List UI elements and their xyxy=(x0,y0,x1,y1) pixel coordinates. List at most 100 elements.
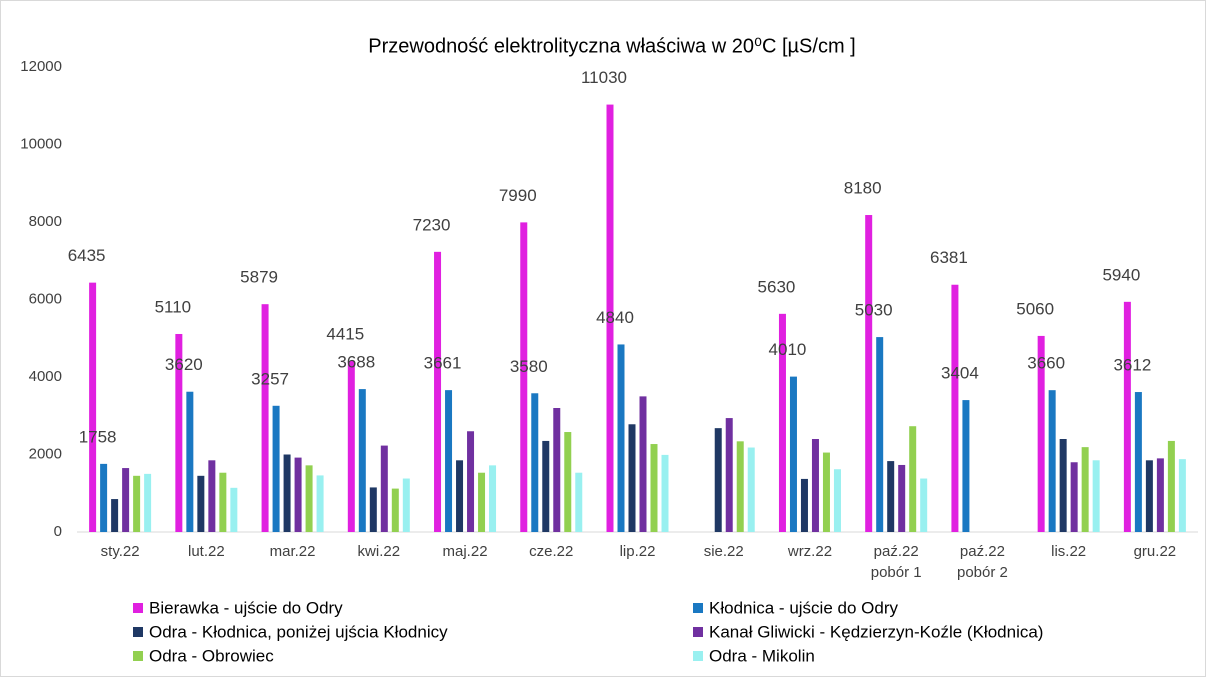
data-label: 3688 xyxy=(337,353,375,372)
data-label: 6435 xyxy=(68,246,106,265)
data-label: 5630 xyxy=(758,277,796,296)
x-tick-label: lip.22 xyxy=(619,543,656,560)
data-label: 5030 xyxy=(855,301,893,320)
bar xyxy=(789,376,797,532)
x-tick-label: gru.22 xyxy=(1133,543,1177,560)
x-tick-label: paź.22 pobór 2 xyxy=(956,543,1008,581)
data-label: 5110 xyxy=(155,297,192,316)
bar xyxy=(272,405,280,532)
legend-label: Kanał Gliwicki - Kędzierzyn-Koźle (Kłodn… xyxy=(709,622,1043,641)
bar xyxy=(520,222,528,532)
bar xyxy=(456,460,464,532)
legend-swatch xyxy=(133,603,143,613)
bar xyxy=(445,390,453,532)
chart-title: Przewodność elektrolityczna właściwa w 2… xyxy=(368,35,855,57)
bar xyxy=(208,460,216,532)
bar xyxy=(564,432,572,532)
bar xyxy=(800,478,808,532)
bar xyxy=(553,408,561,532)
bar xyxy=(186,391,194,532)
bar xyxy=(865,215,873,532)
data-label: 3620 xyxy=(165,355,203,374)
legend-swatch xyxy=(693,627,703,637)
legend-swatch xyxy=(133,627,143,637)
data-label: 8180 xyxy=(844,179,882,198)
data-label: 5060 xyxy=(1016,299,1054,318)
data-label: 3661 xyxy=(424,354,462,373)
x-tick-label: paź.22 pobór 1 xyxy=(870,543,922,581)
legend-swatch xyxy=(693,651,703,661)
data-label: 7230 xyxy=(413,215,451,234)
data-label: 7990 xyxy=(499,186,537,205)
bar xyxy=(489,465,497,532)
bar xyxy=(531,393,539,532)
data-label: 1758 xyxy=(79,427,117,446)
bar xyxy=(391,488,399,532)
bar xyxy=(434,251,442,532)
bar xyxy=(478,472,486,532)
bar xyxy=(144,473,152,532)
x-tick-label: sie.22 xyxy=(703,543,744,560)
bar xyxy=(402,478,410,532)
bar xyxy=(347,360,355,532)
data-label: 3257 xyxy=(251,369,289,388)
bar xyxy=(261,304,269,532)
legend-swatch xyxy=(693,603,703,613)
legend-label: Bierawka - ujście do Odry xyxy=(149,598,343,617)
bar xyxy=(736,441,744,532)
data-label: 5940 xyxy=(1102,265,1140,284)
bar xyxy=(175,333,183,532)
data-label: 3612 xyxy=(1113,356,1151,375)
bar xyxy=(133,475,141,532)
bar xyxy=(380,445,388,532)
bar xyxy=(1167,440,1175,532)
legend-label: Odra - Kłodnica, poniżej ujścia Kłodnicy xyxy=(149,622,448,641)
bar xyxy=(358,389,366,532)
bar xyxy=(1037,335,1045,532)
bar xyxy=(962,400,970,532)
bar xyxy=(617,344,625,532)
data-label: 4010 xyxy=(769,340,807,359)
bar xyxy=(230,487,238,532)
bar xyxy=(1145,460,1153,532)
bar xyxy=(100,463,108,532)
data-label: 3660 xyxy=(1027,354,1065,373)
bar xyxy=(920,478,928,532)
bar xyxy=(1059,439,1067,532)
bar xyxy=(89,282,97,532)
legend-label: Odra - Obrowiec xyxy=(149,646,274,665)
bar xyxy=(714,428,722,532)
bar xyxy=(219,472,227,532)
y-tick-label: 12000 xyxy=(20,58,62,75)
bar xyxy=(628,424,636,532)
bar xyxy=(1134,392,1142,532)
x-tick-label: maj.22 xyxy=(442,543,488,560)
bar xyxy=(1070,462,1078,532)
bar xyxy=(305,465,313,532)
bar xyxy=(1081,447,1089,532)
bar xyxy=(575,472,583,532)
y-tick-label: 0 xyxy=(54,523,62,540)
data-label: 4415 xyxy=(326,324,364,343)
bar xyxy=(1178,459,1186,532)
x-tick-label: cze.22 xyxy=(529,543,574,560)
bar xyxy=(122,468,130,532)
bar xyxy=(1123,301,1131,532)
data-label: 3404 xyxy=(941,364,979,383)
bar xyxy=(1048,390,1056,532)
bar xyxy=(898,464,906,532)
data-label: 11030 xyxy=(581,68,627,87)
y-tick-label: 2000 xyxy=(29,445,62,462)
x-tick-label: kwi.22 xyxy=(357,543,401,560)
data-label: 3580 xyxy=(510,357,548,376)
y-tick-label: 8000 xyxy=(29,213,62,230)
bar xyxy=(1156,458,1164,532)
data-label: 5879 xyxy=(240,268,278,287)
legend-swatch xyxy=(133,651,143,661)
bar xyxy=(833,469,841,532)
x-tick-label: lut.22 xyxy=(187,543,225,560)
bar xyxy=(822,452,830,532)
x-tick-label: sty.22 xyxy=(100,543,140,560)
